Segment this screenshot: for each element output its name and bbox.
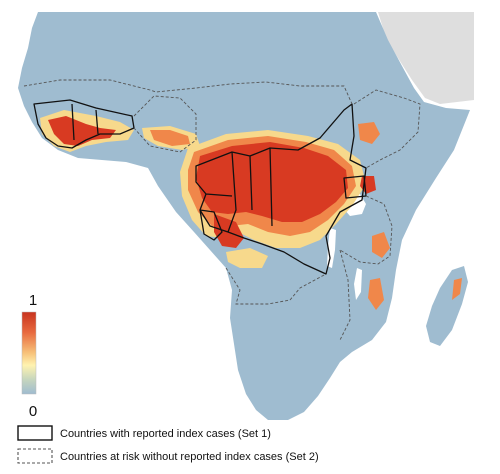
- arabian-peninsula-landmass: [378, 12, 474, 104]
- hotspot-angola-spots: [226, 248, 268, 268]
- border-gabon-congo-set1: [199, 209, 223, 241]
- hotspot-nigeria-high: [150, 130, 190, 146]
- border-nigeria-set2: [133, 95, 197, 153]
- border-southern-set2: [225, 249, 351, 341]
- border-west-africa-set1: [33, 99, 135, 149]
- legend-label-set2: Countries at risk without reported index…: [60, 451, 319, 463]
- lake-tanganyika: [327, 228, 336, 268]
- colorbar-min-label: 0: [29, 403, 37, 420]
- set1-country-borders: [33, 99, 367, 275]
- colorbar-max-label: 1: [29, 292, 37, 309]
- border-ethiopia-set2: [353, 89, 421, 169]
- hotspot-central-africa-high: [196, 142, 348, 222]
- hotspot-madagascar: [452, 278, 462, 300]
- hotspot-west-africa-high: [48, 116, 116, 146]
- madagascar-landmass: [426, 266, 468, 346]
- lake-malawi: [354, 268, 362, 300]
- border-kenya-tanzania-set2: [339, 195, 393, 265]
- legend-label-set1: Countries with reported index cases (Set…: [60, 428, 271, 440]
- legend: Countries with reported index cases (Set…: [17, 425, 319, 464]
- legend-swatch-set2: [17, 448, 53, 464]
- legend-swatch-set1: [17, 425, 53, 441]
- hotspot-tanzania-coast: [372, 232, 390, 258]
- hotspot-mozambique-coast: [368, 278, 384, 310]
- colorbar-gradient: [21, 311, 37, 395]
- colorbar: 1 0: [21, 292, 37, 420]
- set2-country-borders: [23, 79, 421, 341]
- border-central-africa-set1: [195, 103, 367, 275]
- hotspot-ethiopia: [358, 122, 380, 144]
